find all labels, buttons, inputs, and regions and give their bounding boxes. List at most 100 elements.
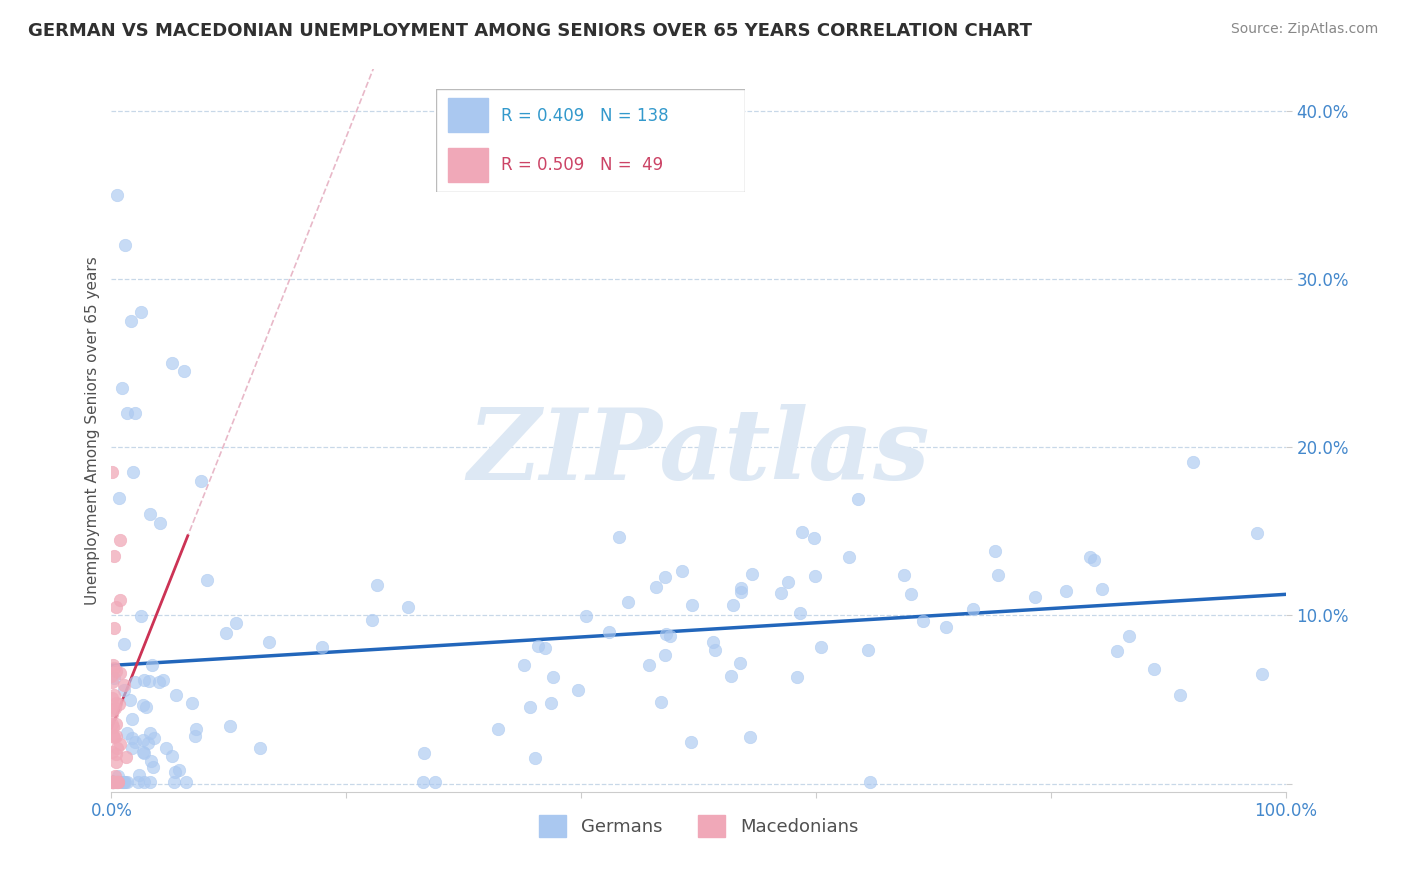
Point bbox=[111, 381, 134, 395]
Point bbox=[101, 675, 124, 690]
Point bbox=[108, 666, 131, 681]
Point bbox=[519, 700, 541, 714]
Point bbox=[114, 749, 136, 764]
Point bbox=[413, 746, 436, 760]
Point bbox=[112, 683, 135, 698]
Point bbox=[105, 665, 128, 679]
Point bbox=[105, 740, 128, 755]
Point bbox=[540, 697, 562, 711]
Point bbox=[101, 720, 124, 734]
Text: GERMAN VS MACEDONIAN UNEMPLOYMENT AMONG SENIORS OVER 65 YEARS CORRELATION CHART: GERMAN VS MACEDONIAN UNEMPLOYMENT AMONG … bbox=[28, 22, 1032, 40]
Point bbox=[1078, 550, 1101, 565]
Point bbox=[103, 775, 125, 789]
Point bbox=[257, 634, 280, 648]
Point bbox=[541, 670, 564, 684]
Point bbox=[103, 549, 125, 564]
Point bbox=[654, 648, 676, 663]
Point bbox=[124, 406, 146, 420]
Text: ZIPatlas: ZIPatlas bbox=[467, 404, 929, 500]
Point bbox=[107, 775, 129, 789]
Point bbox=[184, 729, 207, 743]
Point bbox=[1054, 583, 1077, 598]
Point bbox=[650, 695, 672, 709]
Point bbox=[803, 531, 825, 545]
Point bbox=[575, 609, 598, 624]
Point bbox=[165, 764, 187, 779]
Point bbox=[655, 627, 678, 641]
Point bbox=[107, 187, 129, 202]
Point bbox=[114, 238, 136, 252]
Point bbox=[101, 774, 124, 789]
Point bbox=[190, 474, 212, 488]
Point bbox=[1024, 590, 1046, 604]
Point bbox=[101, 775, 124, 789]
Point bbox=[105, 775, 128, 789]
Point bbox=[112, 637, 135, 651]
Point bbox=[730, 581, 752, 595]
Point bbox=[101, 775, 124, 789]
Point bbox=[103, 671, 125, 685]
Point bbox=[167, 763, 190, 777]
Point bbox=[527, 639, 550, 653]
Point bbox=[778, 574, 800, 589]
Point bbox=[160, 748, 183, 763]
Point bbox=[100, 465, 122, 479]
Point bbox=[100, 775, 122, 789]
Point bbox=[720, 668, 742, 682]
Point bbox=[567, 683, 589, 698]
Point bbox=[396, 600, 419, 615]
Point bbox=[127, 775, 149, 789]
FancyBboxPatch shape bbox=[449, 98, 488, 132]
Point bbox=[138, 673, 160, 688]
Point bbox=[135, 699, 157, 714]
Point bbox=[141, 657, 163, 672]
Point bbox=[165, 688, 187, 702]
Point bbox=[107, 769, 129, 783]
Point bbox=[131, 733, 153, 747]
Point bbox=[219, 719, 242, 733]
Point bbox=[770, 586, 793, 600]
Point bbox=[104, 599, 127, 614]
Point bbox=[101, 775, 124, 789]
Point bbox=[110, 775, 132, 789]
Point bbox=[112, 775, 135, 789]
Point bbox=[412, 775, 434, 789]
Point bbox=[1083, 553, 1105, 567]
Point bbox=[790, 524, 813, 539]
Point bbox=[104, 769, 127, 783]
Point bbox=[108, 737, 131, 751]
Point bbox=[195, 574, 218, 588]
Point bbox=[103, 661, 125, 675]
Point bbox=[730, 584, 752, 599]
Point bbox=[103, 775, 125, 789]
Point bbox=[162, 356, 184, 370]
Point bbox=[804, 569, 827, 583]
Point bbox=[361, 613, 384, 627]
Point bbox=[115, 775, 138, 789]
Point bbox=[721, 599, 744, 613]
Point bbox=[1181, 455, 1204, 469]
Point bbox=[108, 533, 131, 547]
Point bbox=[654, 570, 676, 584]
Point bbox=[524, 750, 547, 764]
Point bbox=[105, 696, 128, 710]
Point bbox=[103, 689, 125, 703]
Point bbox=[671, 564, 693, 578]
Point bbox=[105, 775, 128, 789]
Point bbox=[107, 775, 129, 789]
Point bbox=[366, 578, 388, 592]
Point bbox=[139, 775, 162, 789]
Point bbox=[741, 567, 763, 582]
Point bbox=[607, 530, 630, 544]
Point bbox=[645, 580, 668, 594]
FancyBboxPatch shape bbox=[449, 148, 488, 181]
Point bbox=[1246, 526, 1268, 541]
Point bbox=[134, 746, 156, 760]
Point bbox=[108, 593, 131, 607]
Point bbox=[134, 673, 156, 688]
Point bbox=[103, 775, 125, 789]
Point bbox=[124, 735, 146, 749]
Point bbox=[100, 717, 122, 731]
Point bbox=[100, 775, 122, 789]
Point bbox=[856, 643, 879, 657]
